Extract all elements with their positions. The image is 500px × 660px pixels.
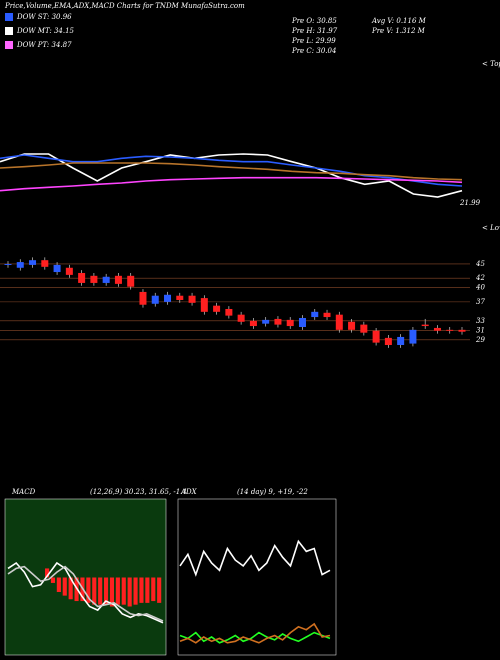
series-line bbox=[7, 565, 164, 622]
series-line bbox=[7, 561, 164, 624]
panel-subtitle: (12,26,9) 30.23, 31.65, -1.4 bbox=[90, 488, 187, 496]
histogram-bar bbox=[151, 577, 156, 602]
y-tick-label: 29 bbox=[475, 336, 485, 344]
candle-body bbox=[249, 320, 257, 327]
candle-body bbox=[384, 337, 392, 345]
candle-body bbox=[127, 275, 135, 287]
panel-subtitle: (14 day) 9, +19, -22 bbox=[237, 488, 308, 496]
histogram-bar bbox=[145, 577, 150, 603]
histogram-bar bbox=[139, 577, 144, 603]
macd-panel bbox=[4, 498, 167, 656]
histogram-bar bbox=[56, 577, 61, 592]
candle-body bbox=[78, 272, 86, 283]
histogram-bar bbox=[92, 577, 97, 605]
histogram-bar bbox=[50, 577, 56, 583]
candle-body bbox=[421, 324, 429, 327]
candle-body bbox=[409, 329, 417, 344]
histogram-bar bbox=[45, 568, 50, 578]
stat: Avg V: 0.116 M bbox=[371, 17, 427, 25]
histogram-bar bbox=[127, 577, 132, 607]
y-tick-label: 40 bbox=[475, 284, 485, 292]
y-tick-label: 33 bbox=[476, 317, 485, 325]
candle-body bbox=[176, 295, 184, 300]
series-line bbox=[179, 631, 331, 644]
series-line bbox=[0, 162, 463, 181]
adx-panel bbox=[177, 498, 337, 656]
candle-body bbox=[114, 275, 122, 284]
candle-body bbox=[188, 295, 196, 303]
y-tick-label: 37 bbox=[476, 298, 485, 306]
candle-body bbox=[200, 298, 208, 312]
candle-body bbox=[164, 294, 172, 302]
stat: Pre H: 31.97 bbox=[291, 27, 338, 35]
candle-body bbox=[274, 318, 282, 325]
histogram-bar bbox=[68, 577, 73, 600]
header-title: Price,Volume,EMA,ADX,MACD Charts for TND… bbox=[4, 2, 245, 10]
candle-body bbox=[151, 295, 159, 304]
series-line bbox=[179, 622, 331, 644]
candle-body bbox=[90, 275, 98, 283]
legend-swatch bbox=[5, 13, 13, 21]
histogram-bar bbox=[104, 577, 109, 605]
panel-title: MACD bbox=[11, 488, 36, 496]
y-tick-label: 42 bbox=[475, 274, 485, 282]
candle-body bbox=[53, 264, 61, 273]
candle-body bbox=[348, 321, 356, 330]
candle-body bbox=[446, 329, 454, 331]
candle-body bbox=[225, 308, 233, 316]
candle-body bbox=[433, 327, 441, 331]
stat: Pre C: 30.04 bbox=[291, 47, 336, 55]
price-label: 21.99 bbox=[459, 199, 481, 207]
candle-body bbox=[360, 324, 368, 333]
candle-body bbox=[335, 314, 343, 330]
series-line bbox=[179, 539, 331, 577]
candle-body bbox=[29, 260, 37, 265]
stat: Pre L: 29.99 bbox=[291, 37, 336, 45]
panel-title: ADX bbox=[180, 488, 198, 496]
histogram-bar bbox=[133, 577, 138, 605]
candle-body bbox=[323, 312, 331, 318]
y-tick-label: 45 bbox=[475, 260, 485, 268]
series-line bbox=[0, 176, 463, 192]
candle-body bbox=[237, 314, 245, 322]
y-tick-label: 31 bbox=[476, 326, 485, 334]
histogram-bar bbox=[86, 577, 91, 603]
candle-body bbox=[286, 319, 294, 327]
stat: Pre V: 1.312 M bbox=[371, 27, 426, 35]
histogram-bar bbox=[115, 577, 120, 605]
series-line bbox=[0, 154, 463, 187]
candle-body bbox=[397, 336, 405, 345]
candle-body bbox=[298, 317, 306, 327]
candle-body bbox=[311, 311, 319, 318]
candle-body bbox=[102, 276, 110, 283]
tops-label: < Tops bbox=[482, 60, 500, 68]
candle-body bbox=[139, 291, 147, 305]
series-line bbox=[0, 153, 463, 198]
legend-label: DOW MT: 34.15 bbox=[16, 27, 75, 35]
candle-body bbox=[372, 330, 380, 343]
histogram-bar bbox=[109, 577, 115, 607]
stat: Pre O: 30.85 bbox=[291, 17, 337, 25]
candle-body bbox=[213, 305, 221, 312]
candle-body bbox=[4, 263, 12, 265]
legend-swatch bbox=[5, 41, 13, 49]
candle-body bbox=[41, 260, 49, 267]
histogram-bar bbox=[157, 577, 162, 603]
lows-label: < Lows bbox=[482, 224, 500, 232]
candle-body bbox=[262, 319, 270, 324]
candle-body bbox=[458, 329, 466, 332]
histogram-bar bbox=[62, 577, 67, 596]
histogram-bar bbox=[121, 577, 126, 605]
candle-body bbox=[16, 262, 24, 268]
legend-swatch bbox=[5, 27, 13, 35]
histogram-bar bbox=[98, 577, 103, 605]
legend-label: DOW ST: 30.96 bbox=[16, 13, 72, 21]
candle-body bbox=[65, 267, 73, 275]
legend-label: DOW PT: 34.87 bbox=[16, 41, 72, 49]
